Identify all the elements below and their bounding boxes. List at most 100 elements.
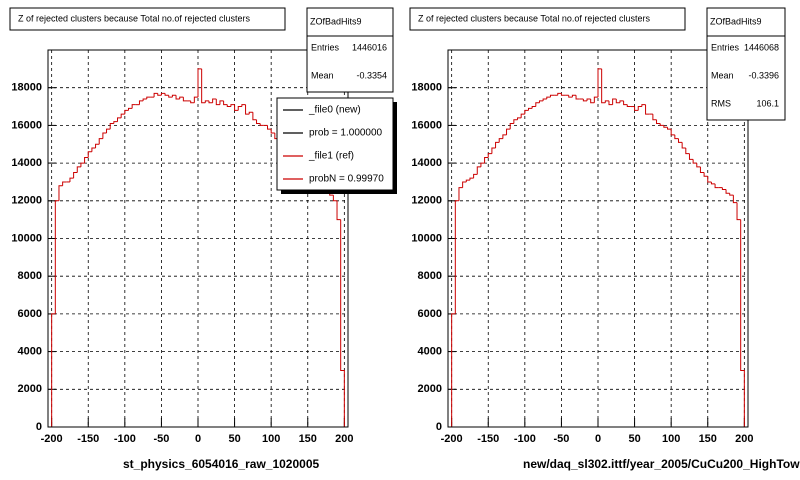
x-axis-label: new/daq_sl302.ittf/year_2005/CuCu200_Hig… [523, 457, 800, 471]
histogram-bin [223, 100, 228, 106]
x-tick-label: 0 [195, 433, 201, 445]
y-tick-label: 6000 [418, 308, 442, 320]
histogram-bin [95, 143, 100, 149]
x-tick-label: -50 [153, 433, 169, 445]
histogram-bin [84, 156, 89, 164]
histogram-bin [462, 181, 467, 188]
y-tick-label: 4000 [418, 346, 442, 358]
histogram-bin [473, 173, 478, 179]
y-tick-label: 18000 [11, 82, 42, 94]
stats-label: Entries [311, 42, 340, 52]
histogram-bin [91, 147, 96, 152]
histogram-bin [491, 147, 496, 154]
x-tick-label: 100 [262, 433, 280, 445]
histogram-bin [626, 104, 631, 108]
stats-box [306, 7, 394, 93]
histogram-bin [509, 123, 514, 130]
histogram-bin [106, 128, 111, 133]
histogram-bin [641, 104, 646, 107]
x-tick-label: 50 [628, 433, 640, 445]
histogram-bin [549, 94, 555, 98]
histogram-bin [560, 93, 566, 96]
x-tick-label: -200 [441, 433, 463, 445]
y-tick-label: 8000 [418, 270, 442, 282]
x-tick-label: 150 [299, 433, 317, 445]
y-tick-label: 14000 [11, 157, 42, 169]
histogram-bin [597, 68, 602, 98]
histogram-bin [113, 121, 118, 124]
histogram-bin [197, 68, 202, 98]
histogram-bin [740, 219, 745, 427]
histogram-bin [721, 187, 727, 190]
histogram-bin [87, 151, 92, 158]
histogram-bin [531, 106, 536, 109]
chart-title: Z of rejected clusters because Total no.… [418, 13, 650, 23]
histogram-bin [506, 128, 511, 135]
x-tick-label: 0 [595, 433, 601, 445]
x-tick-label: 200 [735, 433, 753, 445]
stats-value: 106.1 [756, 98, 779, 108]
histogram-bin [677, 138, 683, 143]
histogram-bin [469, 177, 474, 181]
histogram-bin [237, 106, 242, 111]
histogram-bin [623, 100, 628, 106]
stats-value: -0.3396 [748, 70, 779, 80]
histogram-bin [729, 193, 734, 196]
histogram-bin [190, 100, 195, 104]
histogram-bin [703, 172, 708, 177]
y-tick-label: 16000 [411, 119, 442, 131]
histogram-bin [484, 156, 489, 164]
y-tick-label: 0 [36, 421, 42, 433]
histogram-bin [582, 99, 588, 102]
y-tick-label: 10000 [11, 232, 42, 244]
histogram-bin [517, 117, 522, 120]
histogram-bin [524, 109, 529, 115]
histogram-bin [193, 96, 198, 103]
histogram-bin [451, 313, 456, 427]
x-tick-label: -50 [553, 433, 569, 445]
chart-title: Z of rejected clusters because Total no.… [18, 13, 250, 23]
histogram-bin [699, 166, 705, 174]
panel: 0200040006000800010000120001400016000180… [409, 7, 800, 471]
histogram-bin [182, 97, 188, 102]
histogram-bin [535, 102, 540, 107]
histogram-bin [245, 104, 250, 115]
stats-label: Mean [311, 70, 334, 80]
histogram-bin [557, 92, 562, 96]
histogram-bin [601, 68, 606, 104]
histogram-bin [336, 200, 341, 221]
histogram-bin [241, 104, 246, 107]
histogram-bin [732, 195, 738, 204]
x-tick-label: 100 [662, 433, 680, 445]
histogram-bin [568, 95, 573, 98]
y-tick-label: 4000 [18, 346, 42, 358]
x-tick-label: 50 [228, 433, 240, 445]
plot-frame [47, 49, 349, 428]
histogram-bin [208, 100, 213, 104]
y-tick-label: 0 [436, 421, 442, 433]
histogram-bin [685, 148, 690, 155]
histogram-bin [168, 95, 173, 98]
histogram-bin [248, 111, 253, 115]
histogram-bin [138, 100, 144, 105]
histogram-bin [171, 94, 177, 98]
y-tick-label: 2000 [418, 383, 442, 395]
x-tick-label: -200 [41, 433, 63, 445]
histogram-bin [267, 125, 272, 130]
histogram-bin [127, 107, 133, 111]
histogram-bin [270, 129, 275, 134]
histogram-bin [498, 138, 503, 143]
title-box [409, 7, 686, 31]
histogram-bin [736, 202, 741, 221]
histogram-bin [142, 98, 147, 101]
histogram-bin [707, 176, 712, 183]
histogram-bin [62, 181, 67, 186]
stats-title: ZOfBadHits9 [710, 16, 762, 26]
histogram-bin [652, 114, 657, 121]
histogram-bin [51, 313, 56, 427]
histogram-bin [465, 179, 470, 182]
histogram-bin [201, 68, 206, 104]
histogram-bin [593, 96, 598, 103]
histogram-bin [454, 200, 459, 314]
